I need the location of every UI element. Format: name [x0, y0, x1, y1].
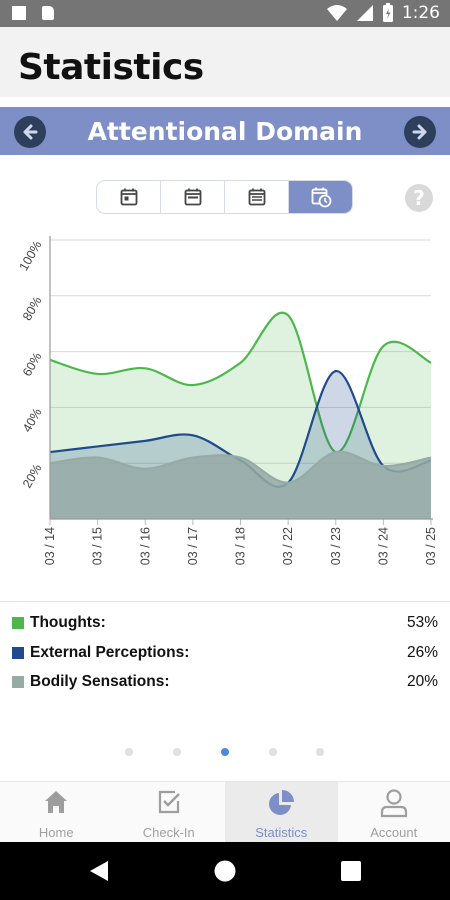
- calendar-week-icon: [184, 188, 201, 206]
- legend-swatch: [12, 676, 24, 688]
- x-tick-label: 03 / 16: [138, 527, 152, 565]
- tab-check-in[interactable]: Check-In: [113, 782, 226, 842]
- period-selector: [96, 180, 353, 214]
- pie-chart-icon: [269, 790, 295, 815]
- legend-label: External Perceptions:: [30, 643, 190, 661]
- x-tick-label: 03 / 14: [43, 527, 57, 565]
- legend-label: Bodily Sensations:: [30, 673, 170, 690]
- legend-row-bodily-sensations: Bodily Sensations: 20%: [10, 673, 440, 703]
- x-tick-label: 03 / 17: [186, 527, 200, 565]
- next-domain-button[interactable]: [404, 116, 436, 148]
- y-tick-label: 100%: [16, 239, 44, 274]
- x-tick-label: 03 / 25: [424, 527, 438, 565]
- status-bar: 1:26: [0, 0, 450, 27]
- arrow-left-icon: [23, 124, 38, 140]
- tab-label: Statistics: [255, 825, 308, 840]
- y-tick-label: 60%: [20, 350, 45, 379]
- check-in-icon: [158, 790, 180, 814]
- wifi-icon: [326, 5, 347, 21]
- period-day-tab[interactable]: [97, 181, 161, 213]
- line-bodily-sensations: [49, 450, 432, 484]
- domain-navigation-bar: Attentional Domain: [0, 107, 450, 155]
- calendar-clock-icon: [311, 187, 331, 208]
- legend-value: 26%: [406, 643, 438, 661]
- area-bodily-sensations: [50, 451, 431, 519]
- help-button[interactable]: ?: [405, 184, 433, 212]
- calendar-month-icon: [248, 188, 265, 206]
- clock-time: 1:26: [401, 3, 440, 23]
- x-tick-label: 03 / 23: [329, 527, 343, 565]
- tab-label: Account: [370, 825, 418, 840]
- domain-title: Attentional Domain: [87, 117, 363, 146]
- tab-label: Home: [38, 825, 74, 840]
- period-week-tab[interactable]: [161, 181, 225, 213]
- x-tick-label: 03 / 15: [91, 527, 105, 565]
- chart-legend: Thoughts: 53% External Perceptions: 26% …: [10, 614, 440, 703]
- back-icon[interactable]: [89, 860, 109, 882]
- battery-icon: [382, 3, 393, 22]
- page-title: Statistics: [18, 47, 204, 88]
- page-dot-active[interactable]: [221, 748, 229, 756]
- recents-icon[interactable]: [341, 861, 361, 881]
- y-tick-label: 80%: [20, 294, 45, 323]
- page-dot[interactable]: [269, 748, 277, 756]
- legend-value: 53%: [406, 614, 438, 631]
- legend-label: Thoughts:: [30, 614, 106, 631]
- x-tick-label: 03 / 22: [281, 527, 295, 565]
- legend-value: 20%: [406, 673, 438, 690]
- x-tick-label: 03 / 18: [234, 527, 248, 565]
- page-dot[interactable]: [173, 748, 181, 756]
- x-tick-label: 03 / 24: [376, 527, 390, 565]
- legend-swatch: [12, 617, 24, 629]
- page-dot[interactable]: [316, 748, 324, 756]
- tab-account[interactable]: Account: [338, 782, 450, 842]
- notification-icon: [12, 6, 26, 20]
- legend-row-thoughts: Thoughts: 53%: [10, 614, 440, 644]
- tab-statistics[interactable]: Statistics: [225, 782, 338, 842]
- system-icons: 1:26: [326, 3, 440, 23]
- legend-swatch: [12, 646, 24, 659]
- y-tick-label: 40%: [20, 406, 45, 435]
- arrow-right-icon: [412, 124, 427, 140]
- statistics-area-chart: 20% 40% 60% 80% 100% 03 / 14 03 / 15 03 / 16 03 …: [16, 236, 438, 565]
- legend-row-external-perceptions: External Perceptions: 26%: [10, 644, 440, 674]
- period-custom-tab[interactable]: [289, 181, 352, 213]
- home-icon: [45, 791, 68, 813]
- app-header: Statistics: [0, 27, 450, 97]
- signal-icon: [356, 5, 373, 21]
- page-dot[interactable]: [125, 748, 133, 756]
- chart-divider: [0, 601, 450, 602]
- period-month-tab[interactable]: [225, 181, 289, 213]
- android-navigation-bar: [0, 842, 450, 900]
- bottom-tab-bar: Home Check-In Statistics Account: [0, 781, 450, 842]
- sd-card-icon: [42, 6, 54, 20]
- home-circle-icon[interactable]: [214, 860, 236, 882]
- tab-label: Check-In: [142, 825, 195, 840]
- previous-domain-button[interactable]: [14, 116, 46, 148]
- account-icon: [380, 789, 407, 818]
- calendar-day-icon: [120, 188, 137, 206]
- tab-home[interactable]: Home: [0, 782, 113, 842]
- page-indicator: [0, 748, 450, 756]
- line-thoughts: [49, 311, 432, 454]
- y-tick-label: 20%: [20, 462, 45, 491]
